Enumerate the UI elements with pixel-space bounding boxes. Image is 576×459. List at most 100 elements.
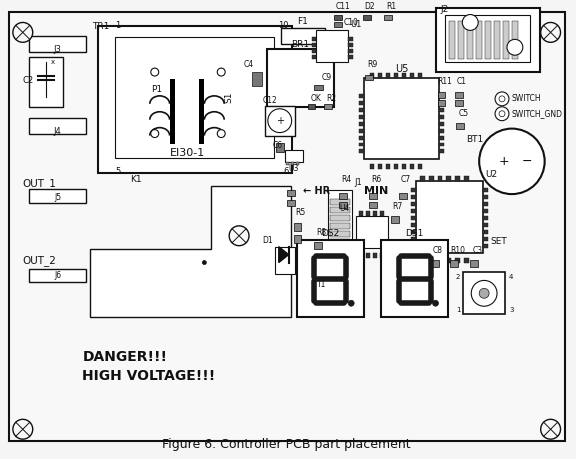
Bar — [402, 73, 406, 78]
Text: 10: 10 — [278, 21, 289, 30]
Bar — [286, 162, 289, 165]
Bar — [446, 257, 452, 263]
Text: EI30-1: EI30-1 — [170, 148, 205, 158]
Bar — [281, 28, 325, 44]
Circle shape — [463, 15, 478, 30]
Bar — [312, 37, 316, 41]
Text: R8: R8 — [316, 228, 327, 237]
Bar — [380, 252, 384, 257]
Bar — [439, 129, 445, 133]
Circle shape — [217, 68, 225, 76]
Bar — [483, 244, 488, 248]
Bar — [359, 101, 364, 105]
Bar — [439, 115, 445, 119]
Bar — [331, 199, 350, 205]
Circle shape — [13, 420, 33, 439]
Bar — [410, 164, 414, 169]
Bar — [313, 257, 336, 279]
Text: J2: J2 — [441, 5, 449, 14]
Bar — [291, 162, 294, 165]
Bar — [386, 73, 390, 78]
Bar — [295, 162, 298, 165]
Text: R10: R10 — [450, 246, 465, 255]
Text: R2: R2 — [327, 95, 336, 103]
Bar — [369, 193, 377, 199]
Circle shape — [13, 22, 33, 42]
Bar — [348, 49, 353, 53]
Text: C4: C4 — [244, 60, 254, 69]
Text: R1: R1 — [386, 1, 396, 11]
Bar — [380, 211, 384, 216]
Bar — [456, 123, 464, 129]
Text: 6: 6 — [283, 167, 289, 176]
Bar — [429, 257, 434, 263]
Bar — [331, 207, 350, 213]
Bar — [439, 122, 445, 126]
Bar — [410, 73, 414, 78]
Text: C11: C11 — [336, 1, 351, 11]
Text: BT1: BT1 — [467, 134, 484, 144]
Circle shape — [499, 111, 505, 117]
Text: J1: J1 — [354, 178, 362, 187]
Text: BR1: BR1 — [291, 40, 310, 49]
Text: F1: F1 — [297, 17, 308, 27]
Bar — [456, 257, 460, 263]
Text: 4: 4 — [509, 274, 513, 280]
Bar — [450, 260, 458, 267]
Bar — [476, 22, 482, 59]
Bar — [312, 43, 316, 47]
Bar — [366, 211, 370, 216]
Text: U4: U4 — [339, 204, 350, 213]
Bar — [275, 246, 295, 274]
Text: DS1: DS1 — [406, 229, 424, 238]
Bar — [359, 122, 364, 126]
Bar — [276, 142, 284, 152]
Bar — [29, 36, 86, 52]
Text: +: + — [276, 116, 284, 126]
Circle shape — [433, 300, 438, 306]
Text: C3: C3 — [472, 246, 482, 255]
Text: 1: 1 — [456, 307, 460, 313]
Bar — [29, 269, 86, 282]
Text: C6: C6 — [273, 141, 283, 151]
Bar — [494, 22, 500, 59]
Bar — [314, 242, 323, 249]
Circle shape — [471, 280, 497, 306]
Bar — [265, 106, 295, 135]
Bar — [439, 135, 445, 140]
Text: R4: R4 — [341, 175, 351, 184]
Bar — [411, 223, 416, 227]
Bar — [285, 151, 302, 162]
Bar — [399, 193, 407, 199]
Text: x: x — [51, 59, 55, 65]
Bar — [503, 22, 509, 59]
Circle shape — [495, 107, 509, 121]
Bar — [418, 164, 422, 169]
Bar — [470, 260, 478, 267]
Text: OK: OK — [310, 95, 321, 103]
Bar — [438, 92, 445, 98]
Text: TR1: TR1 — [92, 22, 109, 31]
Text: OUT_1: OUT_1 — [23, 178, 56, 189]
Bar — [411, 209, 416, 213]
Bar — [312, 49, 316, 53]
Bar — [411, 237, 416, 241]
Bar — [312, 55, 316, 59]
Bar — [370, 164, 374, 169]
Bar — [98, 27, 291, 173]
Bar — [369, 202, 377, 208]
Text: C12: C12 — [263, 96, 278, 105]
Bar — [348, 55, 353, 59]
Bar — [483, 195, 488, 199]
Text: −: − — [521, 155, 532, 168]
Text: T1: T1 — [316, 280, 326, 290]
Bar — [483, 237, 488, 241]
Bar — [29, 189, 86, 203]
Bar — [438, 100, 445, 106]
Bar — [485, 22, 491, 59]
Text: C1: C1 — [456, 77, 467, 86]
Bar — [170, 79, 175, 144]
Bar — [339, 193, 347, 199]
Text: 5: 5 — [115, 167, 120, 176]
Bar — [449, 22, 456, 59]
